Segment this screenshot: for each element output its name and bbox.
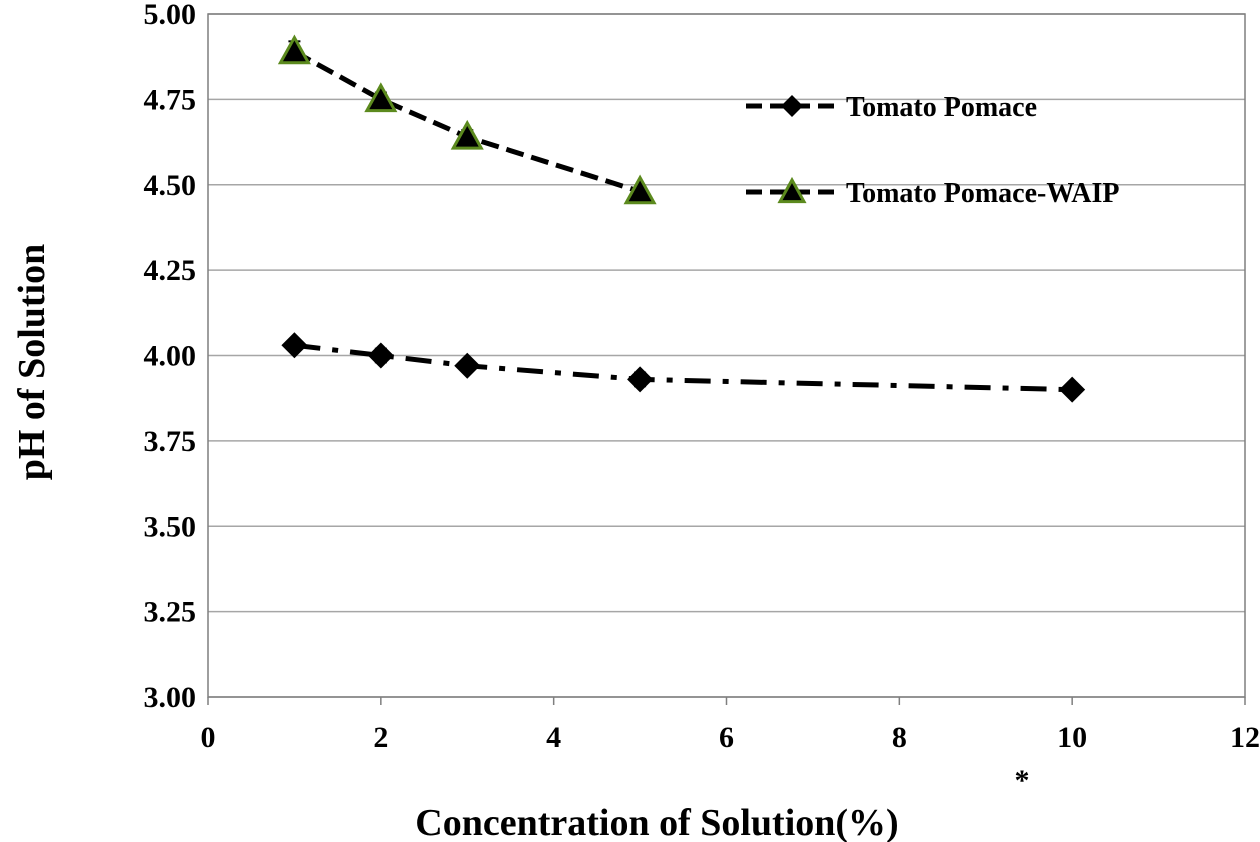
x-tick-label: 2 xyxy=(373,721,388,754)
triangle-marker xyxy=(277,34,311,65)
x-tick-label: 8 xyxy=(892,721,907,754)
diamond-marker xyxy=(627,366,654,393)
diamond-marker xyxy=(781,95,803,117)
x-tick-label: 0 xyxy=(201,721,216,754)
triangle-marker xyxy=(450,119,484,150)
legend-label: Tomato Pomace xyxy=(846,92,1037,123)
series xyxy=(277,34,1086,403)
x-tick-label: 12 xyxy=(1230,721,1260,754)
y-tick-label: 3.25 xyxy=(144,596,197,629)
y-tick-label: 4.50 xyxy=(144,169,197,202)
legend: Tomato Pomace Tomato Pomace-WAIP xyxy=(746,92,1119,209)
triangle-marker xyxy=(623,174,657,205)
series-line xyxy=(294,342,1073,393)
y-tick-label: 3.50 xyxy=(144,510,197,543)
diamond-marker xyxy=(281,332,308,359)
x-tick-label: 10 xyxy=(1057,721,1087,754)
axes: 3.00 3.25 3.50 3.75 4.00 4.25 4.50 4.75 5.00 0 2 4 6… xyxy=(144,0,1260,754)
y-tick-label: 4.25 xyxy=(144,254,197,287)
diamond-marker xyxy=(367,342,394,369)
y-axis-title: pH of Solution xyxy=(11,244,53,481)
y-tick-label: 3.75 xyxy=(144,425,197,458)
y-tick-label: 4.00 xyxy=(144,340,197,373)
y-tick-label: 3.00 xyxy=(144,681,197,714)
y-tick-label: 4.75 xyxy=(144,83,197,116)
triangle-marker xyxy=(364,82,398,113)
asterisk-annotation: * xyxy=(1015,764,1030,797)
x-tick-label: 4 xyxy=(546,721,561,754)
diamond-marker xyxy=(454,352,481,379)
y-tick-label: 5.00 xyxy=(144,0,197,31)
triangle-marker xyxy=(777,176,807,204)
x-tick-label: 6 xyxy=(719,721,734,754)
diamond-marker xyxy=(1059,376,1086,403)
legend-label: Tomato Pomace-WAIP xyxy=(846,178,1119,209)
x-axis-title: Concentration of Solution(%) xyxy=(415,802,898,842)
series-line xyxy=(293,49,641,194)
